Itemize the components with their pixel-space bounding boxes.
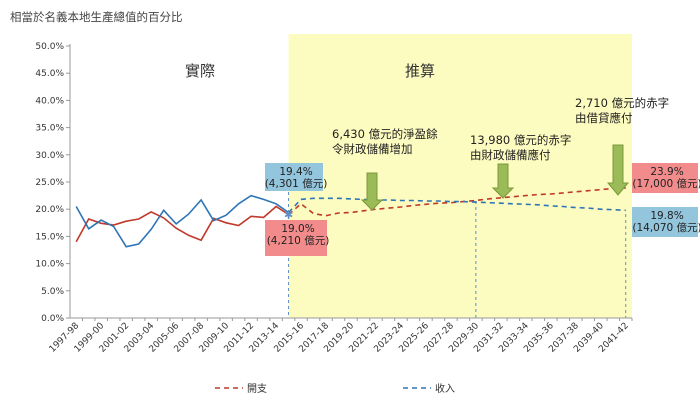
value-box-text: (14,070 億元) <box>632 221 700 234</box>
value-box-text: (17,000 億元) <box>632 177 700 190</box>
legend-label: 收入 <box>435 382 455 395</box>
value-box-text: 19.8% <box>650 210 683 222</box>
y-tick-label: 20.0% <box>35 205 64 215</box>
chart-title: 相當於名義本地生產總值的百分比 <box>10 10 183 24</box>
value-box <box>632 163 698 193</box>
y-tick-label: 40.0% <box>35 96 64 106</box>
region-label-projection: 推算 <box>405 62 435 80</box>
region-label-actual: 實際 <box>185 62 215 80</box>
annotation-text: 由財政儲備應付 <box>470 148 551 162</box>
annotation-arrow <box>606 144 630 196</box>
annotation-text: 令財政儲備增加 <box>332 142 413 156</box>
series-1-actual-line <box>75 194 290 248</box>
legend-label: 開支 <box>247 383 267 395</box>
y-tick-label: 30.0% <box>35 151 64 161</box>
y-tick-label: 25.0% <box>35 178 64 188</box>
value-box-text: (4,210 億元) <box>267 234 330 247</box>
series-0-projected-line <box>288 187 626 217</box>
annotation-arrow <box>491 163 515 199</box>
y-tick-label: 5.0% <box>41 287 64 297</box>
annotation-text: 6,430 億元的淨盈餘 <box>332 127 438 141</box>
value-box <box>265 220 327 256</box>
y-tick-label: 0.0% <box>41 314 64 324</box>
value-box-text: 23.9% <box>650 166 683 178</box>
series-1-projected-line <box>288 197 626 214</box>
annotation-text: 2,710 億元的赤字 <box>575 96 669 110</box>
split-point-marker: ✱ <box>284 209 293 222</box>
y-tick-label: 10.0% <box>35 260 64 270</box>
annotation-text: 由借貸應付 <box>575 111 633 125</box>
value-box-text: 19.4% <box>279 166 312 178</box>
projection-region <box>288 34 632 318</box>
annotation-arrow <box>360 172 384 211</box>
y-tick-label: 50.0% <box>35 42 64 52</box>
y-tick-label: 45.0% <box>35 69 64 79</box>
value-box-text: (4,301 億元) <box>265 177 328 190</box>
value-box-text: 19.0% <box>281 223 314 235</box>
value-box <box>265 163 323 191</box>
annotation-text: 13,980 億元的赤字 <box>470 133 571 147</box>
value-box <box>632 207 698 237</box>
y-tick-label: 35.0% <box>35 124 64 134</box>
y-tick-label: 15.0% <box>35 232 64 242</box>
